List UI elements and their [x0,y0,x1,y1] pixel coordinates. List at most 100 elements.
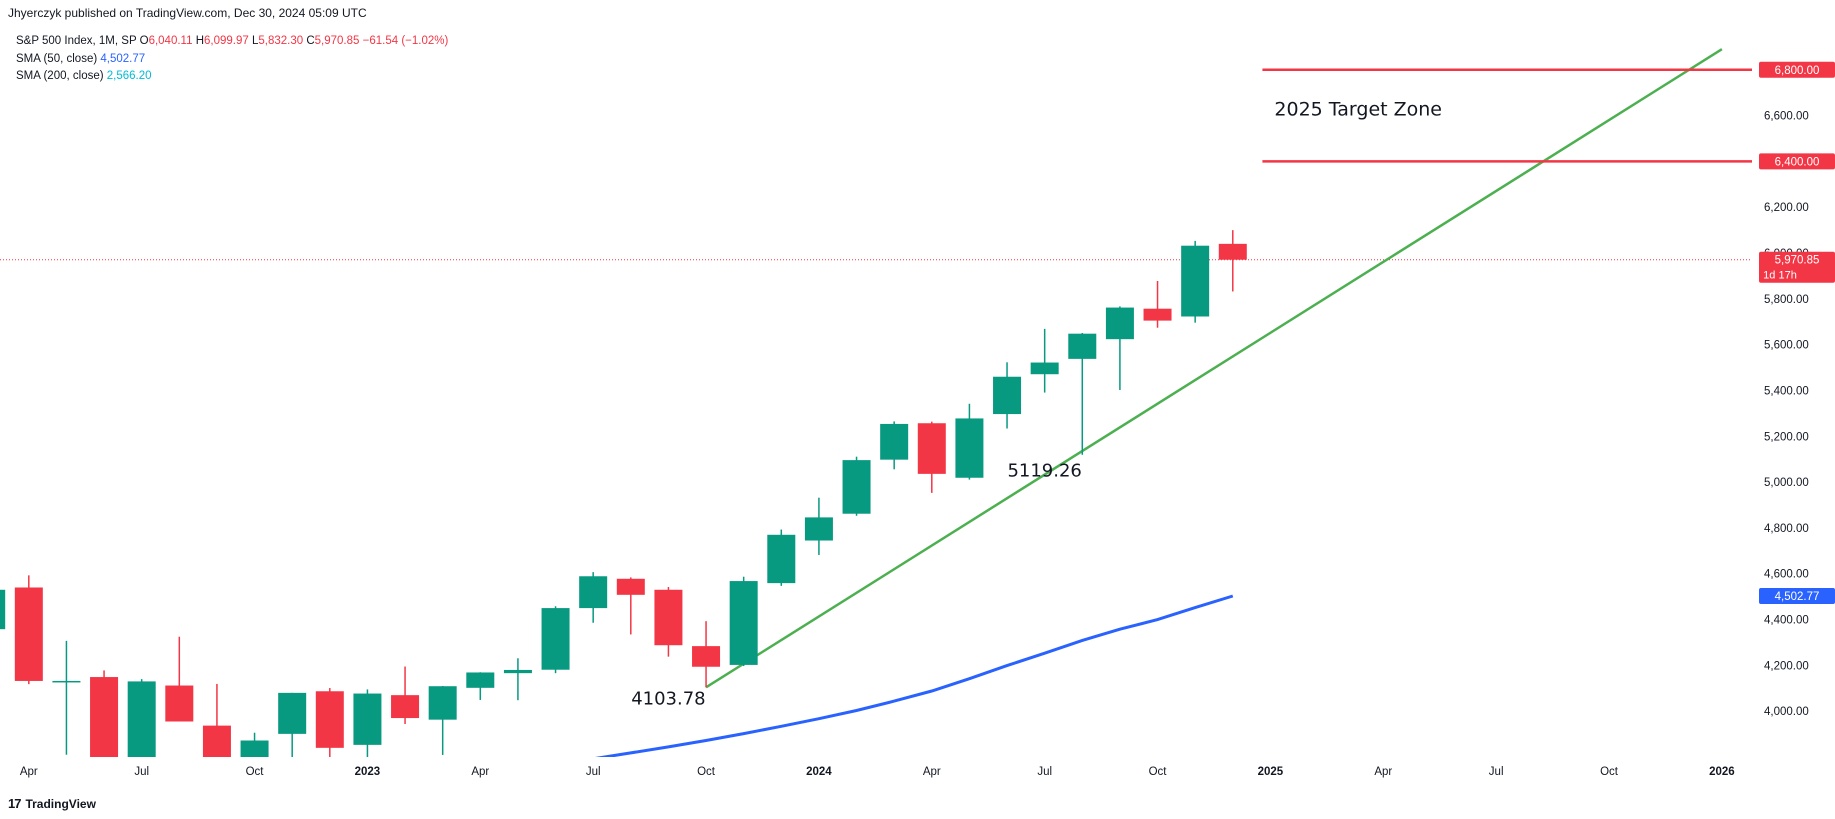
x-axis-tick-label: Oct [1600,766,1619,778]
target-level-price-tag-bg [1759,61,1835,78]
x-axis-tick-label: 2023 [355,766,381,778]
x-axis-tick-label: Jul [134,766,149,778]
y-axis-tick-label: 6,200.00 [1764,202,1809,214]
candle-body [52,680,81,683]
candle-body [880,423,909,460]
x-axis-tick-label: Apr [20,766,38,778]
y-axis-tick-label: 4,400.00 [1764,615,1809,627]
sma200-value: 2,566.20 [106,70,152,82]
candle-body [1218,243,1247,260]
candle-body [616,578,645,595]
candle-body [1030,362,1059,375]
candle-body [654,589,683,646]
candle-body [692,646,721,667]
brand-name: TradingView [25,796,96,811]
candle-body [391,695,420,719]
high-label: H [195,35,204,47]
candle-body [1143,308,1172,321]
x-axis-tick-label: Apr [923,766,941,778]
brand-footer[interactable]: 17 TradingView [8,796,96,811]
candle-body [165,685,194,722]
close-label: C [306,35,315,47]
candle-body [353,693,382,745]
candle-body [1105,307,1134,340]
annotation-label: 4103.78 [631,688,705,709]
current-price-tag-text: 5,970.85 [1775,255,1820,267]
high-value: 6,099.97 [204,35,249,47]
candle-body [1181,245,1210,317]
open-label: O [139,35,149,47]
low-label: L [251,35,259,47]
chart-legend: S&P 500 Index, 1M, SP O6,040.11 H6,099.9… [16,33,448,86]
publisher-header: Jhyerczyk published on TradingView.com, … [8,6,367,20]
y-axis-tick-label: 6,600.00 [1764,111,1809,123]
candle-body [315,691,344,748]
sma50-price-tag-text: 4,502.77 [1775,591,1820,603]
current-price-tag-bg [1759,251,1835,283]
sma50-price-tag-bg [1759,588,1835,605]
x-axis-tick-label: Jul [1489,766,1504,778]
annotation-label: 5119.26 [1007,460,1081,481]
sma200-row[interactable]: SMA (200, close) 2,566.20 [16,68,448,86]
candle-body [804,517,833,541]
sma200-label: SMA (200, close) [16,70,104,82]
y-axis-tick-label: 4,200.00 [1764,660,1809,672]
y-axis-tick-label: 4,800.00 [1764,523,1809,535]
y-axis-tick-label: 4,000.00 [1764,706,1809,718]
tradingview-logo-icon: 17 [8,796,22,811]
target-level-price-tag-text: 6,400.00 [1775,156,1820,168]
sma50-label: SMA (50, close) [16,52,98,65]
candle-body [842,460,871,514]
target-level-price-tag-text: 6,800.00 [1775,65,1820,77]
sma50-row[interactable]: SMA (50, close) 4,502.77 [16,51,448,69]
x-axis-tick-label: Oct [246,766,265,778]
candle-body [278,692,307,734]
candle-body [1068,333,1097,359]
candle-body [127,681,156,757]
low-value: 5,832.30 [258,35,304,47]
x-axis-tick-label: Apr [1374,766,1392,778]
candle-body [503,669,532,674]
symbol-label[interactable]: S&P 500 Index, 1M, SP [16,35,137,47]
close-value: 5,970.85 [314,35,360,47]
x-axis-tick-label: 2025 [1258,766,1284,778]
y-axis-tick-label: 5,200.00 [1764,431,1809,443]
candle-body [202,725,231,757]
candle-body [579,576,608,609]
x-axis-tick-label: Apr [471,766,489,778]
ohlc-row: S&P 500 Index, 1M, SP O6,040.11 H6,099.9… [16,33,448,51]
target-level-price-tag-bg [1759,153,1835,170]
candle-body [0,589,6,630]
x-axis-tick-label: Oct [1149,766,1168,778]
x-axis-tick-label: 2024 [806,766,832,778]
change-value: −61.54 (−1.02%) [362,35,449,47]
bar-countdown-text: 1d 17h [1763,270,1797,282]
y-axis-tick-label: 5,600.00 [1764,340,1809,352]
candle-body [90,677,119,757]
candle-body [993,376,1022,415]
candle-body [428,686,457,720]
candle-body [729,581,758,665]
x-axis-tick-label: 2026 [1709,766,1735,778]
plot-area[interactable]: 2025 Target Zone 4103.78 5119.26 [0,48,1752,790]
sma50-value: 4,502.77 [100,52,146,65]
sma50-line [594,594,1234,757]
y-axis-tick-label: 5,400.00 [1764,385,1809,397]
x-axis-tick-label: Oct [697,766,716,778]
candle-body [955,418,984,478]
candle-body [466,672,495,688]
x-axis-tick-label: Jul [1037,766,1052,778]
x-axis-tick-label: Jul [586,766,601,778]
candle-body [240,740,269,757]
candle-body [767,534,796,584]
price-chart[interactable]: 2025 Target Zone 4103.78 5119.26 4,000.00 4,… [0,0,1835,790]
annotation-label: 2025 Target Zone [1274,99,1442,121]
support-trendline [705,48,1723,689]
y-axis-tick-label: 5,800.00 [1764,294,1809,306]
candle-body [14,587,43,681]
y-axis-tick-label: 5,000.00 [1764,477,1809,489]
open-value: 6,040.11 [148,35,193,47]
y-axis-tick-label: 4,600.00 [1764,569,1809,581]
candle-body [917,423,946,474]
candle-body [541,608,570,670]
